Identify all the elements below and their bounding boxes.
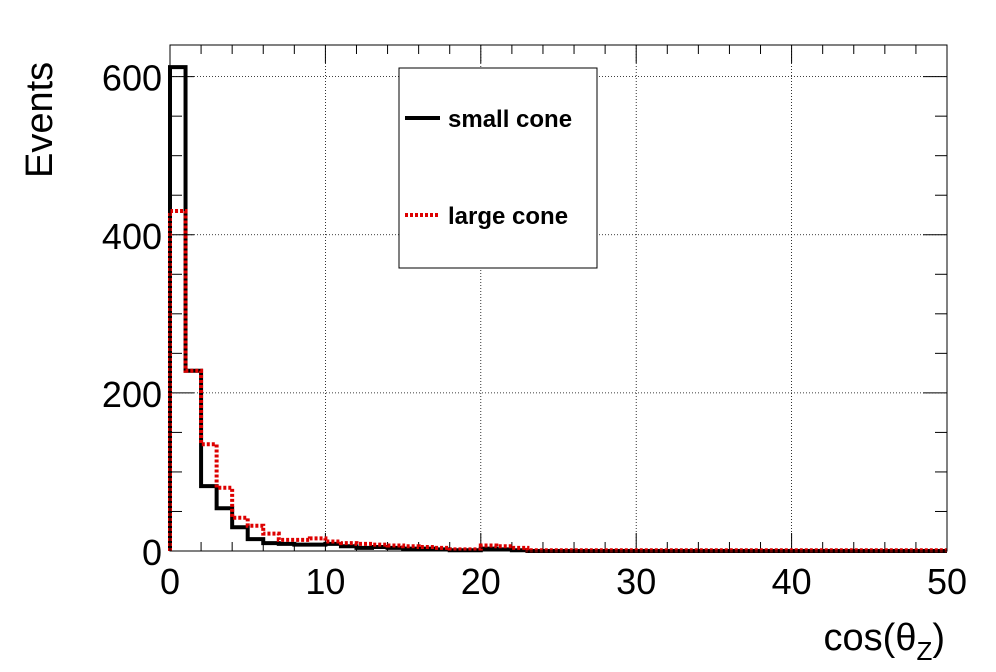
x-axis-title: cos(θZ) [824,617,945,666]
plot-frame [169,44,948,552]
legend: small cone large cone [398,67,598,269]
x-tick-label: 50 [927,561,967,602]
x-axis-title-close: ) [932,617,945,659]
y-tick-label: 0 [142,532,162,573]
x-tick-label: 40 [772,561,812,602]
x-tick-label: 0 [160,561,180,602]
x-tick-label: 30 [616,561,656,602]
series-line-large-cone [168,209,947,553]
x-axis-title-subscript: Z [916,636,932,666]
tick-labels: 0 10 20 30 40 50 0 200 400 600 [102,58,967,602]
y-tick-label: 600 [102,58,162,99]
x-tick-label: 10 [305,561,345,602]
y-axis-title: Events [19,62,61,178]
x-tick-label: 20 [461,561,501,602]
x-axis-title-base: cos(θ [824,617,917,659]
y-tick-label: 400 [102,216,162,257]
legend-box [398,67,598,269]
y-tick-label: 200 [102,374,162,415]
legend-label-large-cone: large cone [448,203,568,230]
legend-label-small-cone: small cone [448,106,572,133]
